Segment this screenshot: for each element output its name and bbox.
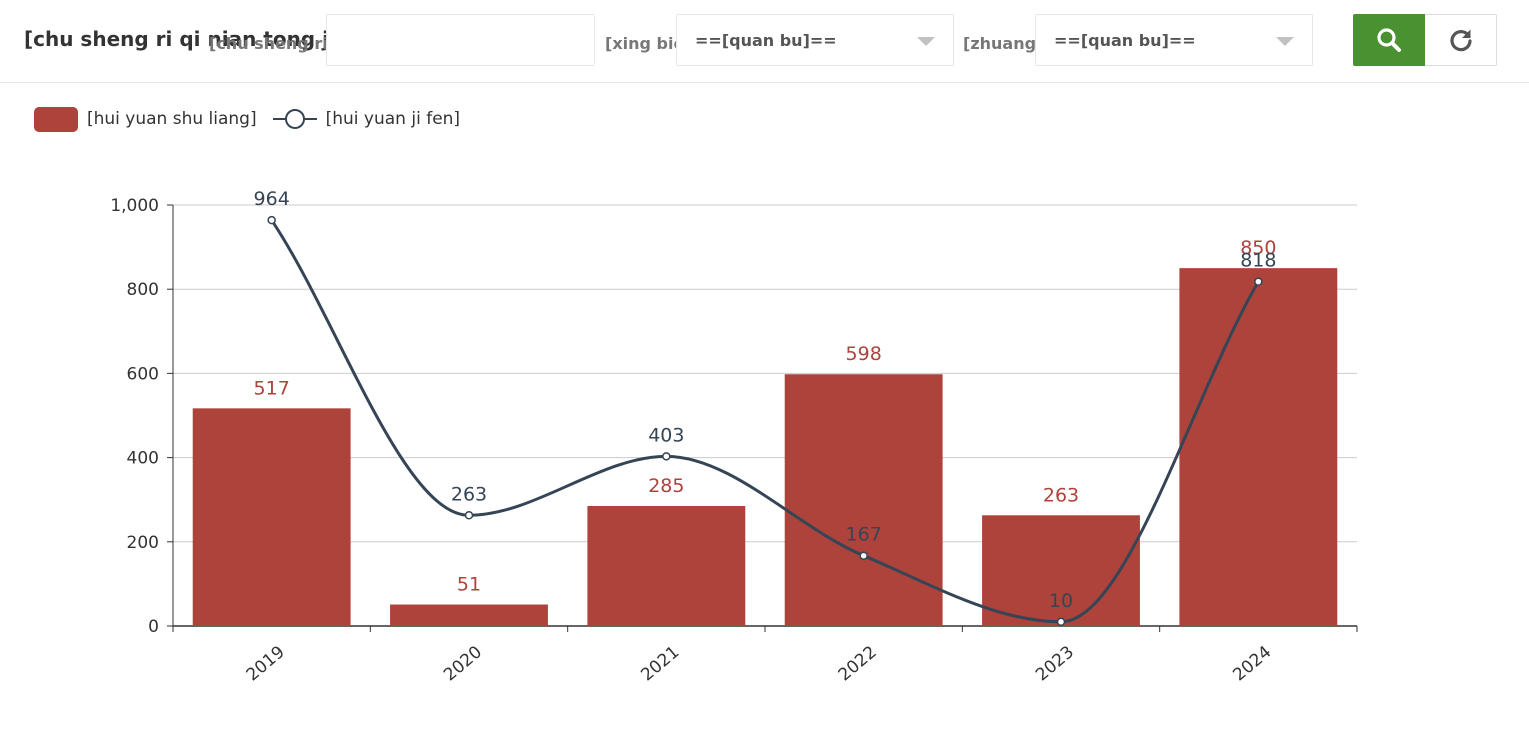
legend-label: [hui yuan shu liang] bbox=[87, 109, 257, 129]
chevron-down-icon bbox=[1276, 37, 1294, 46]
line-data-label: 167 bbox=[846, 524, 882, 546]
filter-toolbar: [chu sheng ri qi nian tong ji] [chu shen… bbox=[0, 0, 1529, 83]
bar bbox=[1179, 268, 1338, 626]
x-tick-label: 2019 bbox=[243, 642, 289, 685]
bar bbox=[390, 604, 548, 626]
refresh-icon bbox=[1449, 29, 1472, 52]
line-data-label: 818 bbox=[1240, 250, 1276, 272]
line-data-label: 263 bbox=[451, 483, 487, 505]
legend-line-swatch bbox=[272, 109, 317, 129]
y-tick-label: 600 bbox=[127, 364, 159, 384]
page-title: [chu sheng ri qi nian tong ji] bbox=[24, 27, 345, 51]
legend-item-member-points[interactable]: [hui yuan ji fen] bbox=[272, 106, 461, 132]
bar bbox=[982, 515, 1140, 626]
line-point bbox=[1056, 617, 1066, 627]
bar-data-label: 285 bbox=[648, 475, 684, 497]
y-tick-label: 200 bbox=[127, 533, 159, 553]
legend-item-member-count[interactable]: [hui yuan shu liang] bbox=[34, 106, 257, 132]
bar bbox=[192, 408, 351, 626]
line-data-label: 10 bbox=[1049, 590, 1073, 612]
x-tick-label: 2021 bbox=[637, 642, 683, 685]
y-tick-label: 400 bbox=[127, 449, 159, 469]
legend-bar-swatch bbox=[34, 106, 78, 132]
gender-select[interactable]: ==[quan bu]== bbox=[676, 14, 954, 66]
y-tick-label: 0 bbox=[148, 617, 159, 637]
y-tick-label: 800 bbox=[127, 280, 159, 300]
chevron-down-icon bbox=[917, 37, 935, 46]
status-select[interactable]: ==[quan bu]== bbox=[1035, 14, 1313, 66]
bar bbox=[784, 374, 943, 626]
chart-legend: [hui yuan shu liang] [hui yuan ji fen] bbox=[34, 106, 476, 132]
line-point bbox=[662, 452, 671, 461]
line-data-label: 403 bbox=[648, 424, 684, 446]
x-tick-label: 2023 bbox=[1032, 642, 1078, 685]
refresh-button[interactable] bbox=[1425, 14, 1497, 66]
line-point bbox=[267, 215, 276, 225]
bar-data-label: 517 bbox=[254, 377, 290, 399]
line-data-label: 964 bbox=[254, 188, 290, 210]
bar-data-label: 850 bbox=[1240, 237, 1276, 259]
x-tick-label: 2022 bbox=[835, 642, 881, 685]
line-series bbox=[270, 219, 1260, 624]
bar-data-label: 598 bbox=[846, 343, 882, 365]
birth-date-input[interactable] bbox=[326, 14, 595, 66]
bar bbox=[587, 506, 746, 626]
search-icon bbox=[1377, 28, 1401, 52]
y-tick-label: 1,000 bbox=[110, 196, 159, 216]
line-point bbox=[464, 511, 474, 520]
line-point bbox=[859, 551, 868, 560]
search-button[interactable] bbox=[1353, 14, 1425, 66]
line-point bbox=[1254, 277, 1263, 286]
x-tick-label: 2024 bbox=[1229, 642, 1275, 685]
status-select-value: ==[quan bu]== bbox=[1054, 31, 1196, 50]
bar-data-label: 263 bbox=[1043, 484, 1079, 506]
legend-label: [hui yuan ji fen] bbox=[325, 109, 461, 129]
bar-data-label: 51 bbox=[457, 574, 481, 596]
gender-select-value: ==[quan bu]== bbox=[695, 31, 837, 50]
x-tick-label: 2020 bbox=[440, 642, 486, 685]
